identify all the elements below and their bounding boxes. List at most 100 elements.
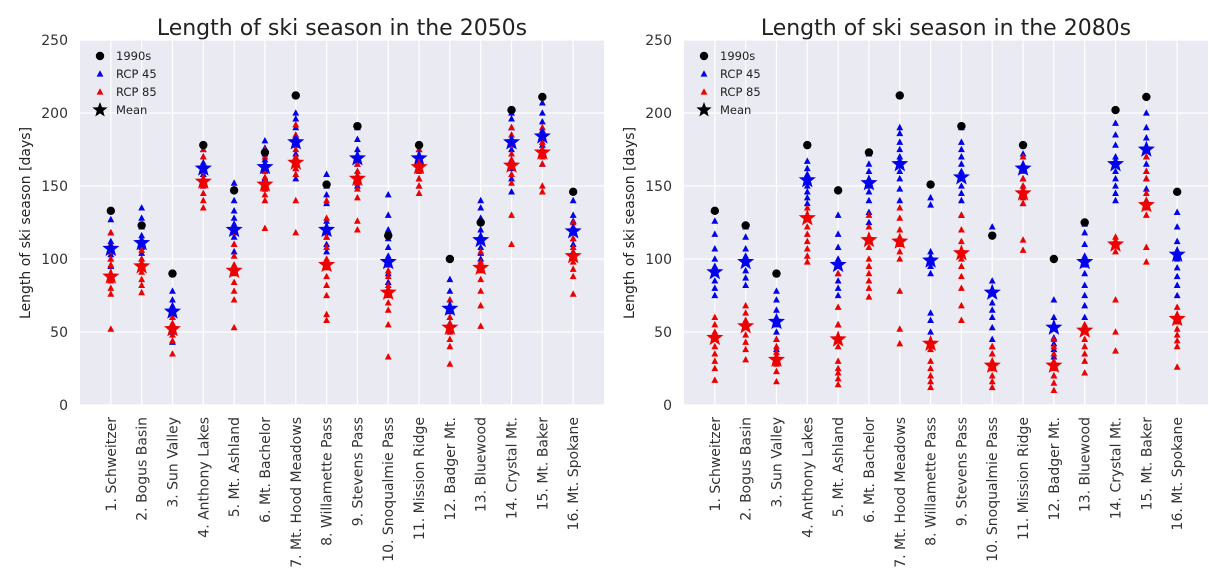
rcp45-point: [773, 287, 780, 294]
x-tick-label: 6. Mt. Bachelor: [862, 417, 878, 523]
rcp85-point: [446, 328, 454, 335]
baseline-1990s-point: [1111, 105, 1120, 115]
rcp85-point: [834, 380, 842, 388]
baseline-1990s-point: [106, 206, 116, 216]
legend-label: RCP 45: [116, 67, 157, 81]
x-tick-label: 1. Schweitzer: [708, 417, 724, 512]
rcp85-point: [1173, 303, 1181, 310]
rcp45-point: [865, 167, 873, 175]
x-tick-label: 6. Mt. Bachelor: [258, 417, 274, 523]
rcp85-point: [1050, 350, 1058, 357]
rcp45-mean-star: [564, 222, 582, 239]
rcp85-point: [1081, 335, 1089, 342]
rcp85-point: [988, 372, 996, 379]
rcp85-point: [1019, 236, 1027, 243]
x-tick-label: 8. Willamette Pass: [924, 417, 940, 546]
rcp85-mean-star: [225, 261, 243, 278]
baseline-1990s-point: [864, 148, 874, 157]
baseline-1990s-point: [803, 140, 812, 150]
rcp85-point: [384, 353, 392, 360]
rcp45-mean-star: [256, 158, 274, 175]
rcp85-point: [107, 325, 115, 332]
y-axis-label: Length of ski season [days]: [622, 127, 638, 319]
rcp85-point: [742, 331, 750, 338]
rcp85-point: [927, 345, 935, 353]
rcp85-point: [415, 167, 423, 175]
rcp45-point: [477, 243, 485, 250]
rcp85-mean-star: [379, 283, 397, 300]
rcp85-point: [384, 306, 392, 313]
rcp85-point: [1019, 153, 1027, 160]
baseline-1990s-point: [384, 231, 393, 240]
rcp45-point: [711, 217, 719, 224]
rcp85-point: [477, 287, 485, 294]
rcp85-point: [957, 226, 965, 233]
rcp85-point: [773, 377, 780, 385]
rcp85-point: [230, 287, 238, 294]
rcp45-mean-star: [441, 299, 459, 316]
rcp45-point: [384, 190, 392, 198]
rcp45-point: [1142, 123, 1150, 131]
rcp85-point: [742, 338, 750, 345]
baseline-1990s-point: [168, 269, 177, 278]
rcp85-point: [803, 204, 811, 211]
baseline-1990s-point: [445, 254, 455, 264]
rcp45-point: [477, 196, 485, 204]
rcp45-point: [538, 98, 546, 106]
x-tick-label: 4. Anthony Lakes: [196, 417, 212, 538]
rcp45-point: [1112, 141, 1119, 148]
rcp45-point: [538, 109, 546, 116]
rcp45-point: [988, 223, 996, 230]
x-tick-label: 16. Mt. Spokane: [1170, 417, 1186, 530]
rcp45-point: [323, 170, 331, 177]
rcp45-mean-star: [798, 171, 816, 188]
rcp85-point: [569, 243, 577, 250]
rcp45-point: [834, 284, 842, 291]
rcp85-point: [138, 246, 146, 253]
rcp85-point: [199, 196, 207, 204]
legend-marker: [699, 51, 709, 61]
y-tick-label: 50: [50, 325, 68, 341]
rcp45-point: [1173, 223, 1181, 230]
legend-marker: [92, 102, 108, 117]
rcp85-point: [508, 123, 515, 131]
rcp85-point: [323, 196, 331, 204]
legend: 1990s RCP 45 RCP 85 Mean: [92, 49, 157, 117]
rcp85-point: [773, 342, 780, 350]
rcp85-mean-star: [318, 255, 336, 273]
rcp85-point: [1142, 211, 1150, 218]
rcp45-point: [988, 313, 996, 321]
rcp45-point: [927, 269, 935, 277]
rcp85-point: [230, 323, 238, 331]
rcp85-point: [957, 211, 965, 218]
y-tick-label: 100: [645, 252, 672, 268]
rcp45-point: [742, 233, 750, 240]
x-tick-label: 10. Snoqualmie Pass: [985, 417, 1001, 562]
rcp85-point: [384, 299, 392, 306]
rcp45-mean-star: [860, 174, 878, 191]
rcp85-point: [834, 369, 842, 376]
rcp45-point: [384, 211, 392, 218]
baseline-1990s-point: [322, 180, 331, 189]
rcp45-point: [1112, 167, 1119, 175]
rcp45-mean-star: [1137, 140, 1155, 157]
rcp45-mean-star: [983, 283, 1001, 300]
rcp85-point: [927, 372, 935, 379]
rcp85-point: [323, 272, 331, 280]
rcp85-mean-star: [891, 232, 909, 249]
y-tick-label: 250: [645, 33, 672, 49]
baseline-1990s-point: [1049, 254, 1059, 264]
rcp85-point: [569, 272, 577, 280]
rcp85-point: [1019, 174, 1027, 182]
rcp45-point: [927, 262, 935, 269]
rcp85-mean-star: [564, 247, 582, 264]
legend-label: Mean: [116, 103, 147, 117]
legend-label: 1990s: [720, 49, 755, 63]
rcp85-point: [957, 301, 965, 309]
rcp45-point: [773, 306, 780, 313]
rcp85-point: [865, 269, 873, 277]
rcp85-point: [230, 278, 238, 286]
rcp85-point: [1081, 357, 1089, 364]
rcp85-mean-star: [1076, 321, 1094, 338]
rcp45-mean-star: [318, 220, 336, 238]
